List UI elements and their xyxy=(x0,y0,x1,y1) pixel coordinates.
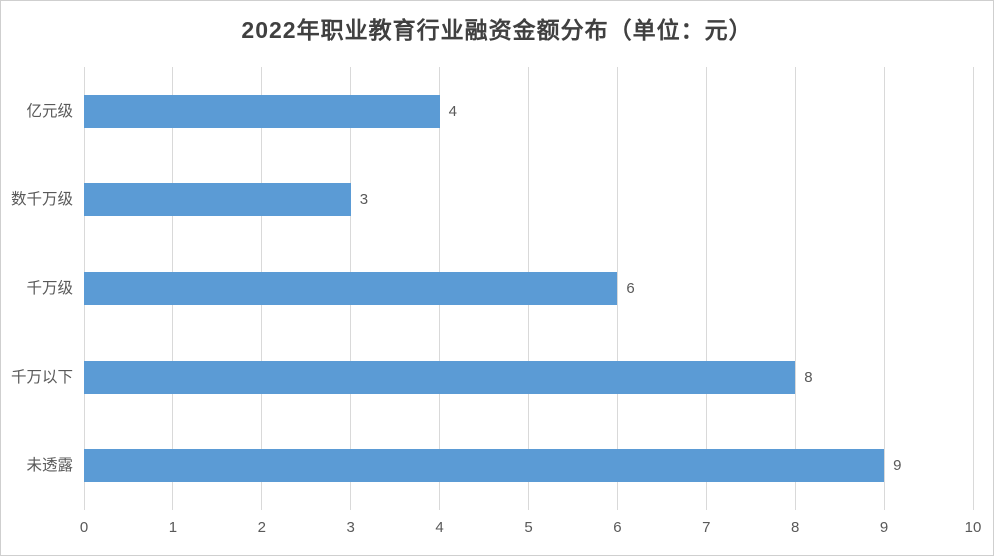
x-tick-label: 1 xyxy=(168,519,178,536)
gridline xyxy=(883,67,885,510)
bar xyxy=(84,272,618,305)
bar xyxy=(84,449,885,483)
x-tick-label: 0 xyxy=(79,519,89,536)
bar-category-label: 未透露 xyxy=(26,457,73,475)
bar-value-label: 3 xyxy=(359,191,369,209)
gridline xyxy=(705,67,707,510)
bar-category-label: 千万级 xyxy=(26,280,73,297)
x-tick-label: 4 xyxy=(435,519,444,536)
bar-value-label: 6 xyxy=(626,280,635,297)
x-tick-label: 2 xyxy=(257,519,266,536)
bar xyxy=(84,94,440,128)
gridline xyxy=(972,67,974,510)
x-tick-label: 10 xyxy=(964,519,982,536)
bar-value-label: 8 xyxy=(804,368,813,386)
chart-title: 2022年职业教育行业融资金额分布（单位：元） xyxy=(241,17,753,43)
bar xyxy=(84,183,351,217)
gridline xyxy=(616,67,618,510)
x-tick-label: 6 xyxy=(613,519,622,536)
bar-category-label: 亿元级 xyxy=(26,102,73,120)
x-tick-label: 3 xyxy=(346,519,355,536)
bar-value-label: 9 xyxy=(893,457,902,475)
plot-area xyxy=(83,67,974,510)
x-tick-label: 9 xyxy=(879,519,889,536)
bar-category-label: 千万以下 xyxy=(10,368,73,386)
x-tick-label: 5 xyxy=(524,519,533,536)
x-tick-label: 7 xyxy=(702,519,711,536)
bar xyxy=(84,360,796,394)
x-tick-label: 8 xyxy=(791,519,800,536)
bar-category-label: 数千万级 xyxy=(10,191,73,209)
bar-value-label: 4 xyxy=(448,102,457,120)
gridline xyxy=(794,67,796,510)
